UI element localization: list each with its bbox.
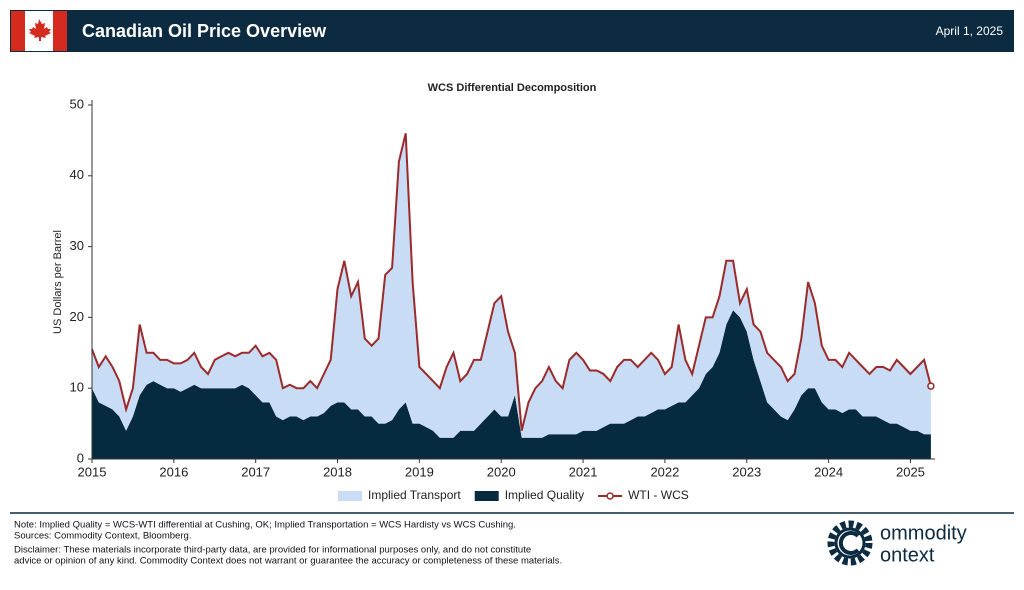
legend-label: WTI - WCS [628,488,689,502]
legend-label: Implied Quality [505,488,584,502]
area [92,310,931,459]
legend-label: Implied Transport [368,488,461,502]
x-tick-label: 2018 [323,464,352,479]
note-line: advice or opinion of any kind. Commodity… [14,556,562,567]
legend-item: Implied Transport [338,488,461,502]
x-tick-label: 2021 [569,464,598,479]
legend-item: WTI - WCS [598,488,689,502]
y-tick-label: 10 [70,380,84,395]
y-axis-label: US Dollars per Barrel [52,230,64,334]
end-marker [927,382,935,390]
y-tick-label: 0 [77,450,84,465]
x-tick-label: 2025 [896,464,925,479]
x-tick-label: 2017 [241,464,270,479]
y-tick-label: 20 [70,309,84,324]
area [92,133,931,438]
x-tick-label: 2022 [650,464,679,479]
note-line: Note: Implied Quality = WCS-WTI differen… [14,520,516,531]
legend-marker [606,492,614,500]
plot: 0 10 20 30 40 50 2015 2016 2017 2018 2019 2020 2021 2… [70,96,935,502]
flag [11,11,67,51]
legend-item: Implied Quality [474,488,584,502]
logo-text: ontext [880,544,935,566]
header-title: Canadian Oil Price Overview [82,21,327,41]
note-line: Sources: Commodity Context, Bloomberg. [14,531,191,542]
chart-title: WCS Differential Decomposition [428,82,597,94]
notes: Note: Implied Quality = WCS-WTI differen… [14,520,562,567]
x-tick-label: 2023 [732,464,761,479]
x-tick-label: 2024 [814,464,843,479]
logo: ommodity ontext [827,520,967,566]
header-date: April 1, 2025 [936,24,1004,38]
legend-swatch [338,491,362,501]
note-line: Disclaimer: These materials incorporate … [14,545,531,556]
header-bar [10,10,1014,52]
y-tick-label: 30 [70,238,84,253]
x-tick-label: 2020 [487,464,516,479]
x-tick-label: 2019 [405,464,434,479]
legend-swatch [474,491,499,501]
y-tick-label: 50 [70,96,84,111]
x-tick-label: 2015 [78,464,107,479]
logo-text: ommodity [880,522,967,544]
y-tick-label: 40 [70,167,84,182]
x-tick-label: 2016 [159,464,188,479]
line [91,133,932,431]
